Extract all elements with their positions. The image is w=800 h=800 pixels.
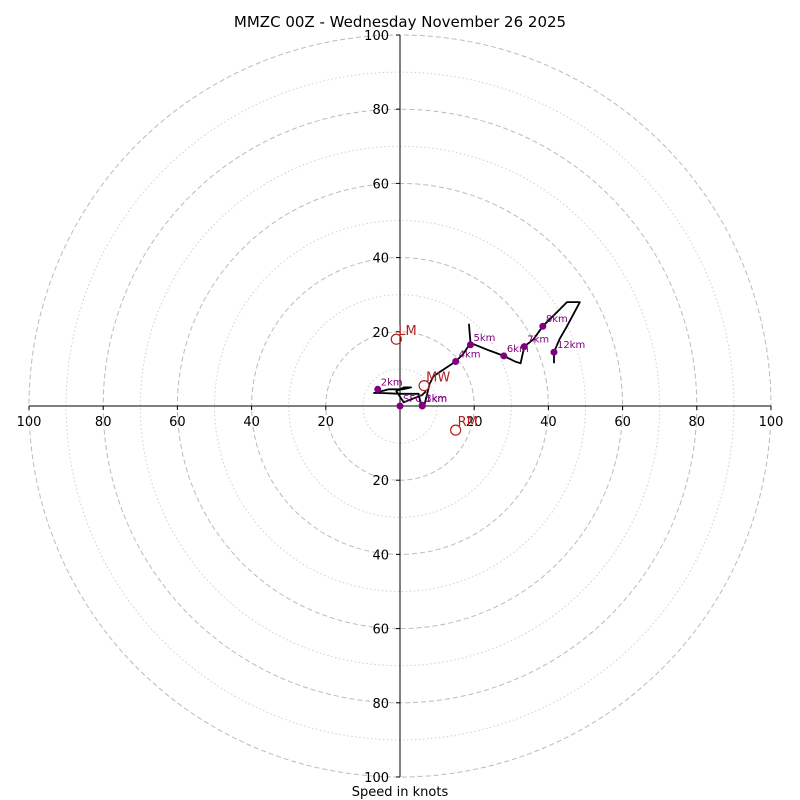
- y-tick-label: 20: [372, 474, 389, 489]
- y-tick-label: 80: [372, 697, 389, 712]
- height-label-5km: 5km: [473, 333, 495, 344]
- height-label-6km: 6km: [507, 344, 529, 355]
- y-tick-label: 60: [372, 177, 389, 192]
- storm-motion-marker-mw: [418, 379, 430, 392]
- y-tick-label: 80: [372, 103, 389, 118]
- height-label-8km: 8km: [546, 314, 568, 325]
- height-label-1km: 1km: [425, 394, 447, 405]
- height-label-3km: 3km: [425, 393, 447, 404]
- y-tick-label: 20: [372, 326, 389, 341]
- height-label-7km: 7km: [527, 335, 549, 346]
- storm-motion-layer: LM MW RM: [390, 324, 478, 436]
- x-tick-label: 60: [169, 415, 186, 430]
- height-point-6km: [500, 352, 508, 360]
- x-tick-label: 20: [466, 415, 483, 430]
- height-point-8km: [539, 322, 547, 330]
- height-label-sfc: SFC: [403, 394, 422, 405]
- x-tick-label: 40: [243, 415, 260, 430]
- storm-motion-label-lm: LM: [398, 324, 416, 339]
- x-tick-label: 40: [540, 415, 557, 430]
- y-tick-label: 100: [364, 29, 389, 44]
- y-tick-label: 40: [372, 252, 389, 267]
- height-label-4km: 4km: [459, 349, 481, 360]
- y-tick-label: 60: [372, 623, 389, 638]
- height-label-2km: 2km: [381, 377, 403, 388]
- height-point-4km: [452, 357, 460, 365]
- y-tick-label: 40: [372, 548, 389, 563]
- x-tick-label: 80: [95, 415, 112, 430]
- height-point-7km: [520, 343, 528, 351]
- height-label-12km: 12km: [557, 340, 585, 351]
- x-tick-label: 20: [318, 415, 335, 430]
- x-tick-label: 100: [759, 415, 784, 430]
- x-tick-label: 100: [17, 415, 42, 430]
- height-point-3km: [418, 401, 426, 409]
- x-axis-label: Speed in knots: [352, 785, 449, 800]
- height-point-5km: [466, 341, 474, 349]
- y-tick-label: 100: [364, 771, 389, 786]
- axis-ticks: 100 80 60 40 20 20 40 60 80 100 100 80 60 40 20 20 40 60 8…: [17, 29, 784, 786]
- storm-motion-marker-lm: [390, 333, 402, 345]
- x-tick-label: 60: [614, 415, 631, 430]
- chart-title: MMZC 00Z - Wednesday November 26 2025: [234, 13, 566, 31]
- height-point-sfc: [396, 402, 404, 410]
- x-tick-label: 80: [689, 415, 706, 430]
- storm-motion-marker-rm: [450, 424, 462, 436]
- storm-motion-label-mw: MW: [426, 371, 450, 386]
- height-point-2km: [374, 385, 382, 393]
- storm-motion-label-rm: RM: [458, 415, 478, 430]
- height-point-12km: [550, 348, 558, 356]
